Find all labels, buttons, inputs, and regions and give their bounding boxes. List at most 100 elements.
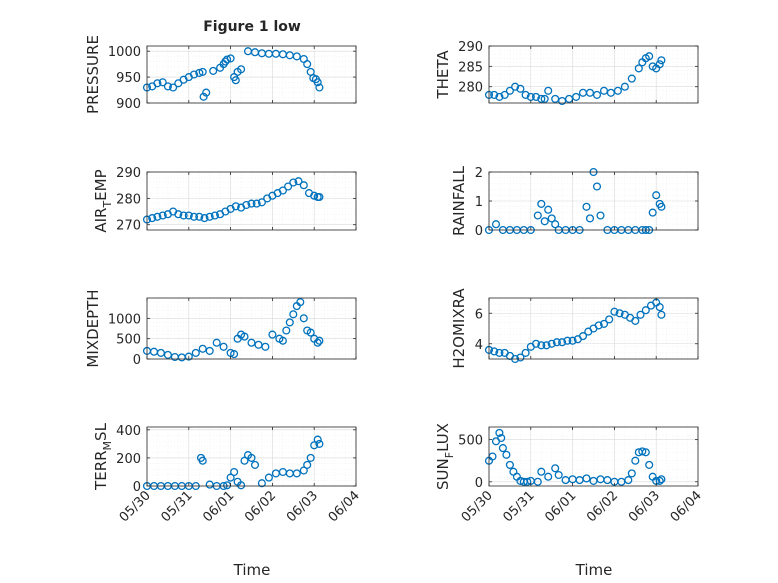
x-tick-label: 06/04 [668, 488, 705, 525]
data-point [636, 310, 645, 319]
data-point [278, 186, 287, 195]
data-point [205, 212, 214, 221]
data-point [296, 298, 305, 307]
data-point [313, 435, 322, 444]
x-tick-label: 06/03 [626, 488, 663, 525]
x-tick-label: 06/01 [200, 488, 237, 525]
data-point [615, 309, 624, 318]
data-point [240, 332, 249, 341]
data-point [174, 79, 183, 88]
data-point [657, 56, 666, 65]
data-point [627, 469, 636, 478]
data-point [158, 211, 167, 220]
x-axis-label-left: Time [233, 561, 271, 579]
y-tick-label: 900 [116, 97, 141, 112]
data-point [533, 211, 542, 220]
y-axis-label: THETA [434, 50, 452, 100]
data-point [278, 336, 287, 345]
data-point [505, 460, 514, 469]
data-point [231, 202, 240, 211]
data-point [540, 94, 549, 103]
data-point [558, 96, 567, 106]
x-axis-label-right: Time [575, 561, 613, 579]
data-point [578, 332, 588, 341]
data-point [657, 310, 666, 319]
y-tick-label: 1 [475, 195, 483, 210]
y-tick-label: 285 [458, 60, 483, 75]
data-point [198, 67, 207, 76]
data-point [310, 441, 319, 450]
data-point [537, 467, 546, 476]
y-axis-label: PRESSURE [84, 35, 102, 114]
data-point [585, 88, 595, 97]
data-point [594, 321, 603, 330]
data-point [495, 348, 504, 357]
data-point [219, 342, 228, 351]
data-point [198, 456, 207, 465]
data-point [641, 306, 650, 315]
data-point [313, 78, 322, 87]
data-point [226, 54, 235, 63]
data-point [230, 467, 239, 477]
y-axis-label: SUNFLUX [434, 423, 456, 490]
data-point [645, 460, 654, 469]
subplot-theta: 280 285 290 THETA [434, 40, 699, 106]
x-tick-label: 05/30 [459, 488, 496, 525]
data-point [551, 220, 560, 229]
data-point [257, 198, 266, 207]
data-point [652, 191, 661, 200]
data-point [189, 70, 199, 79]
subplot-rainfall: 0 1 2 RAINFALL [450, 165, 699, 239]
data-point [540, 217, 549, 226]
data-point [199, 92, 208, 101]
data-point [315, 439, 324, 448]
data-point [599, 319, 609, 328]
data-point [299, 314, 308, 323]
data-point [237, 481, 246, 490]
x-tick-label: 06/03 [284, 488, 321, 525]
data-point [250, 460, 260, 469]
data-point [655, 303, 664, 312]
x-tick-label: 06/04 [326, 488, 363, 525]
data-point [242, 200, 251, 210]
data-point [544, 86, 553, 95]
data-point [511, 82, 520, 91]
data-point [610, 307, 619, 316]
data-point [657, 475, 666, 484]
data-point [531, 339, 541, 348]
data-point [495, 92, 504, 101]
data-point [210, 211, 219, 220]
data-point [627, 74, 636, 83]
data-point [313, 338, 322, 347]
data-point [551, 464, 560, 473]
axes-box [146, 426, 357, 487]
data-point [547, 214, 556, 223]
data-point [148, 214, 157, 223]
y-axis-label: AIRTEMP [92, 169, 114, 232]
data-point [200, 214, 209, 223]
y-tick-label: 400 [116, 424, 141, 439]
data-point [516, 353, 525, 362]
y-tick-label: 290 [458, 40, 483, 55]
data-point [531, 92, 541, 101]
data-point [657, 202, 666, 211]
data-point [537, 94, 546, 103]
data-point [585, 214, 595, 223]
data-point [285, 318, 294, 327]
data-point [292, 52, 301, 61]
data-point [205, 346, 214, 355]
y-tick-label: 0 [133, 353, 141, 368]
axes-box [488, 426, 699, 487]
y-tick-label: 1000 [108, 312, 141, 327]
y-tick-label: 500 [458, 434, 483, 449]
data-point [252, 199, 261, 208]
subplot-h2omixra: 4 6 H2OMIXRA [450, 288, 699, 369]
data-point [179, 211, 188, 220]
data-point [613, 86, 622, 95]
data-point [184, 211, 193, 220]
data-point [169, 83, 178, 92]
data-point [195, 212, 204, 221]
data-point [582, 202, 591, 211]
y-axis-label: TERRMSL [92, 422, 114, 491]
